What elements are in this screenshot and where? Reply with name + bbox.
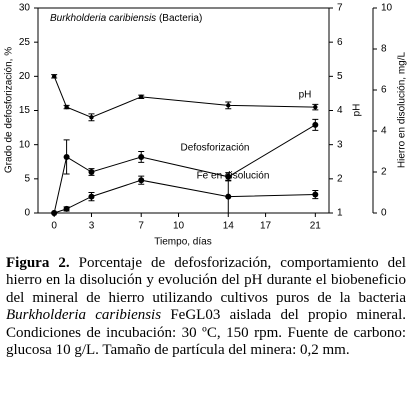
plot-frame: [37, 7, 330, 214]
marker: [51, 210, 58, 216]
caption-label: Figura 2.: [6, 255, 70, 271]
marker: [225, 173, 232, 180]
y2-tick-label: 4: [337, 105, 343, 116]
caption-text: Porcentaje de defosforización, comportam…: [6, 255, 406, 306]
marker: [138, 153, 145, 160]
y-tick-label: 15: [19, 105, 31, 116]
marker: [225, 193, 232, 200]
marker: [64, 104, 69, 110]
x-tick-label: 14: [223, 221, 235, 232]
marker: [63, 153, 70, 160]
marker: [313, 104, 318, 110]
marker: [226, 103, 231, 108]
caption-species: Burkholderia caribiensis: [6, 307, 162, 324]
series-line: [53, 76, 316, 118]
y3-axis-label: Hierro en disolución, mg/L: [397, 51, 408, 168]
y3-tick-label: 2: [381, 167, 387, 178]
series-label: Defosforización: [181, 143, 250, 154]
marker: [88, 169, 95, 175]
chart: Burkholderia caribiensis (Bacteria) Tiem…: [4, 3, 408, 248]
series-label: Fe en disolución: [197, 171, 270, 182]
y-tick-label: 10: [19, 139, 31, 150]
y2-tick-label: 5: [337, 71, 343, 82]
caption: Figura 2. Porcentaje de defosforización,…: [6, 255, 406, 359]
marker: [312, 191, 319, 198]
y3-tick-label: 4: [381, 126, 387, 137]
y3-tick-label: 0: [381, 208, 387, 219]
marker: [89, 115, 94, 120]
marker: [139, 94, 144, 100]
x-axis-label: Tiempo, días: [154, 237, 211, 248]
x-tick-label: 17: [260, 221, 272, 232]
x-tick-label: 7: [138, 221, 144, 232]
x-tick-label: 21: [310, 221, 322, 232]
y2-tick-label: 7: [337, 3, 343, 14]
marker: [63, 205, 70, 212]
y3-tick-label: 10: [381, 3, 393, 14]
y3-tick-label: 8: [381, 44, 387, 55]
y2-tick-label: 1: [337, 208, 343, 219]
annotation-species: Burkholderia caribiensis: [50, 13, 156, 24]
caption-text: FeGL03 aislada del propio mineral. Condi…: [6, 307, 406, 359]
series-line: [53, 124, 316, 214]
marker: [51, 74, 57, 79]
marker: [312, 121, 319, 128]
y-tick-label: 20: [19, 71, 31, 82]
y-tick-label: 0: [24, 208, 30, 219]
y2-tick-label: 3: [337, 139, 343, 150]
x-tick-label: 10: [173, 221, 185, 232]
y3-tick-label: 6: [381, 85, 387, 96]
x-tick-label: 3: [89, 221, 95, 232]
annotation: Burkholderia caribiensis (Bacteria): [50, 13, 202, 24]
series-label: pH: [299, 90, 312, 101]
y2-tick-label: 6: [337, 37, 343, 48]
y-tick-label: 30: [19, 3, 31, 14]
y-tick-label: 5: [24, 173, 30, 184]
x-tick-label: 0: [51, 221, 57, 232]
y-axis-label: Grado de defosforización, %: [4, 47, 15, 173]
marker: [138, 177, 145, 184]
y2-tick-label: 2: [337, 173, 343, 184]
y-tick-label: 25: [19, 37, 31, 48]
annotation-rest: (Bacteria): [159, 13, 202, 24]
y2-axis-label: pH: [352, 104, 363, 117]
marker: [88, 193, 95, 200]
